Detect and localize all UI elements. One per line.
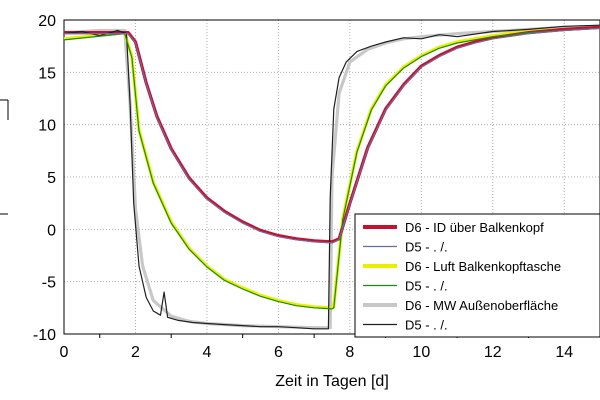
- x-tick-label: 0: [60, 344, 69, 361]
- axis-ticks: 0 2 4 6 8 10 12 14 -10 -5 0 5 10 15 20: [33, 13, 573, 361]
- legend: D6 - ID über Balkenkopf D5 - . /. D6 - Luf…: [354, 213, 600, 338]
- x-tick-label: 4: [202, 344, 211, 361]
- y-tick-label: 20: [38, 13, 56, 30]
- y-tick-label: -5: [42, 275, 56, 292]
- legend-label: D6 - MW Außenoberfläche: [405, 298, 558, 313]
- plot-area-border: [63, 19, 600, 335]
- x-tick-label: 2: [131, 344, 140, 361]
- x-tick-label: 6: [274, 344, 283, 361]
- legend-label: D5 - . /.: [405, 318, 448, 333]
- y-tick-label: 10: [38, 118, 56, 135]
- x-tick-label: 10: [412, 344, 430, 361]
- series-line-2: [64, 27, 600, 244]
- y-tick-label: -10: [33, 327, 56, 344]
- x-tick-label: 8: [345, 344, 354, 361]
- y-tick-label: 0: [47, 222, 56, 239]
- x-tick-label: 12: [484, 344, 502, 361]
- legend-box: [354, 213, 600, 338]
- series-line-5: [63, 24, 600, 330]
- legend-label: D5 - . /.: [405, 279, 448, 294]
- y-tick-label: 5: [47, 170, 56, 187]
- legend-label: D6 - Luft Balkenkopftasche: [405, 259, 561, 274]
- legend-label: D5 - . /.: [405, 240, 448, 255]
- series-lines: [63, 24, 600, 330]
- x-tick-label: 14: [555, 344, 573, 361]
- y-tick-label: 15: [38, 65, 56, 82]
- x-axis-title: Zeit in Tagen [d]: [275, 373, 389, 390]
- series-line-4: [63, 27, 600, 310]
- series-line-6: [63, 24, 600, 330]
- legend-label: D6 - ID über Balkenkopf: [405, 220, 544, 235]
